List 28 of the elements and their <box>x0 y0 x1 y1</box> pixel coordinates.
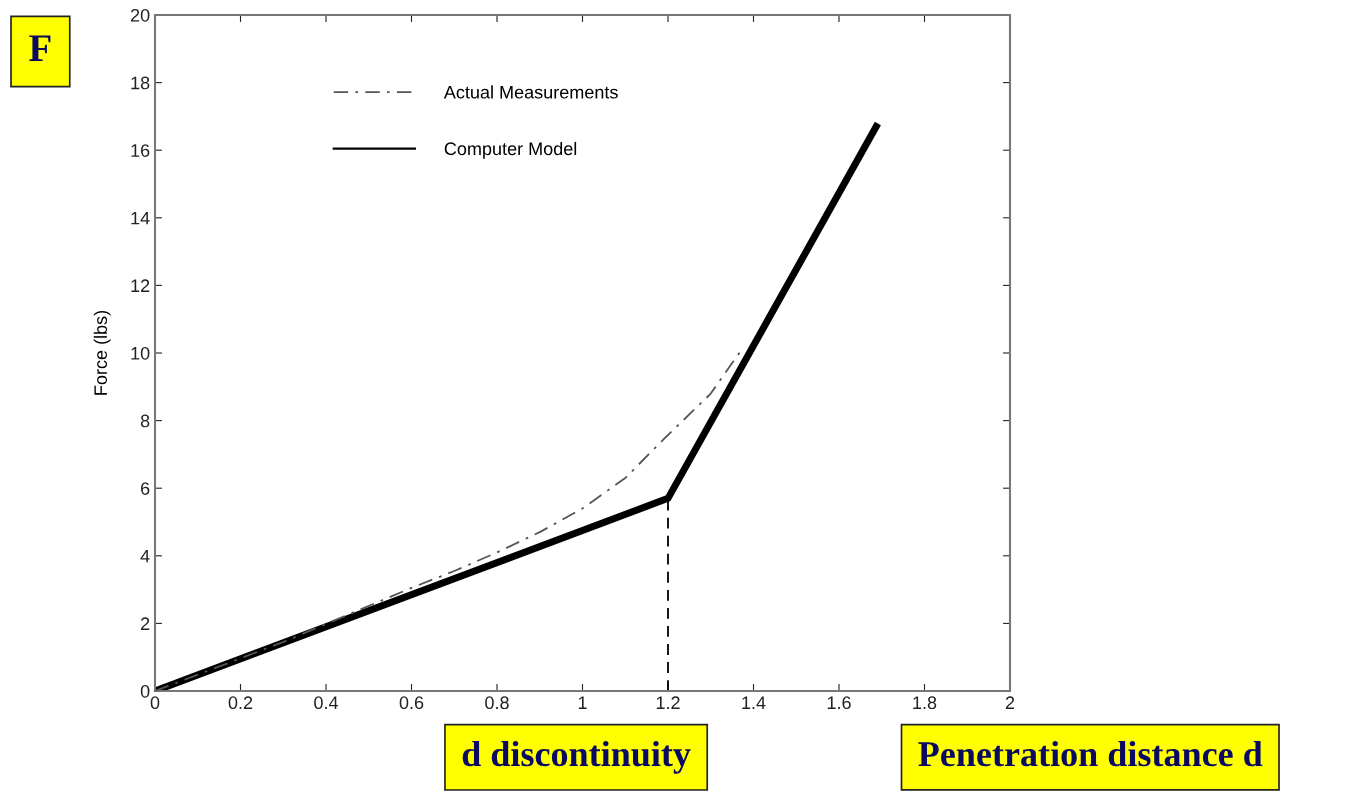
y-tick-label: 8 <box>140 414 150 428</box>
x-tick-label: 2 <box>1005 696 1015 709</box>
y-tick-label: 20 <box>130 8 150 22</box>
y-tick-label: 12 <box>131 279 150 292</box>
x-tick-label: 0.6 <box>399 696 424 710</box>
x-tick-label: 0 <box>150 696 160 710</box>
text: Penetration distance d <box>918 740 1263 767</box>
x-tick-label: 1 <box>578 696 587 709</box>
y-tick-label: 16 <box>131 144 150 157</box>
y-tick-label: 14 <box>131 211 150 225</box>
x-tick-label: 1.8 <box>913 696 937 710</box>
legend-label: Computer Model <box>444 141 577 159</box>
x-tick-label: 0.2 <box>228 696 253 710</box>
y-tick-label: 4 <box>140 549 150 563</box>
x-tick-label: 1.6 <box>827 696 851 710</box>
text: F <box>29 35 51 61</box>
x-tick-label: 0.8 <box>485 696 509 710</box>
y-tick-label: 6 <box>141 482 150 495</box>
y-tick-label: 2 <box>141 617 150 630</box>
y-tick-label: 10 <box>131 346 150 360</box>
x-tick-label: 1.2 <box>656 696 680 709</box>
x-tick-label: 0.4 <box>314 696 339 710</box>
x-tick-label: 1.4 <box>742 696 766 709</box>
text: d discontinuity <box>462 740 691 774</box>
y-tick-label: 0 <box>140 684 150 698</box>
legend-label: Actual Measurements <box>443 85 618 99</box>
y-tick-label: 18 <box>131 76 150 90</box>
y-axis-title: Force (lbs) <box>93 310 111 395</box>
